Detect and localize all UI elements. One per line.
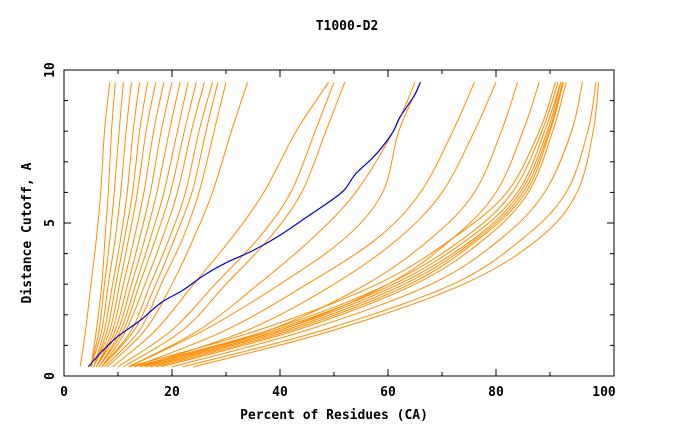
series-line-1 <box>90 82 116 367</box>
y-tick-label: 10 <box>43 62 58 78</box>
series-line-7 <box>95 82 165 368</box>
series-line-3 <box>90 82 132 367</box>
series-line-8 <box>95 82 173 368</box>
x-tick-label: 80 <box>488 385 504 400</box>
series-layer <box>79 81 600 368</box>
series-line-10 <box>98 82 189 368</box>
series-line-33 <box>161 82 567 368</box>
series-line-31 <box>150 82 563 368</box>
x-tick-label: 60 <box>380 385 396 400</box>
series-line-30 <box>144 82 562 368</box>
series-line-36 <box>193 82 600 368</box>
highlighted-series-line <box>87 81 421 368</box>
series-line-20 <box>123 82 346 368</box>
y-axis-label: Distance Cutoff, A <box>20 162 35 303</box>
series-line-27 <box>128 82 556 368</box>
tick-layer: 0 20 40 60 80 100 0 5 10 <box>43 62 616 400</box>
series-line-21 <box>128 81 416 368</box>
series-line-16 <box>106 82 249 368</box>
series-line-18 <box>112 81 330 368</box>
series-line-11 <box>98 82 197 368</box>
series-line-9 <box>95 82 181 368</box>
series-line-4 <box>93 82 141 367</box>
x-axis-label: Percent of Residues (CA) <box>240 408 428 423</box>
y-tick-label: 0 <box>43 372 58 380</box>
plot-frame <box>63 69 615 377</box>
series-line-19 <box>117 82 335 368</box>
series-line-15 <box>104 82 227 368</box>
series-line-5 <box>93 82 149 367</box>
series-line-28 <box>134 82 559 368</box>
series-line-35 <box>182 82 597 368</box>
series-line-23 <box>134 81 475 368</box>
series-line-29 <box>139 82 562 368</box>
series-line-22 <box>128 81 421 368</box>
x-tick-label: 0 <box>60 385 68 400</box>
series-line-17 <box>79 82 111 367</box>
x-tick-label: 40 <box>272 385 288 400</box>
chart-title: T1000-D2 <box>316 19 379 34</box>
series-line-6 <box>93 82 157 368</box>
series-line-14 <box>101 82 219 368</box>
x-tick-label: 20 <box>164 385 180 400</box>
series-line-24 <box>139 81 497 368</box>
series-line-2 <box>90 82 124 367</box>
series-line-34 <box>171 82 583 368</box>
x-tick-label: 100 <box>592 385 616 400</box>
y-tick-label: 5 <box>43 219 58 227</box>
series-line-32 <box>155 82 564 368</box>
series-line-13 <box>101 82 213 368</box>
